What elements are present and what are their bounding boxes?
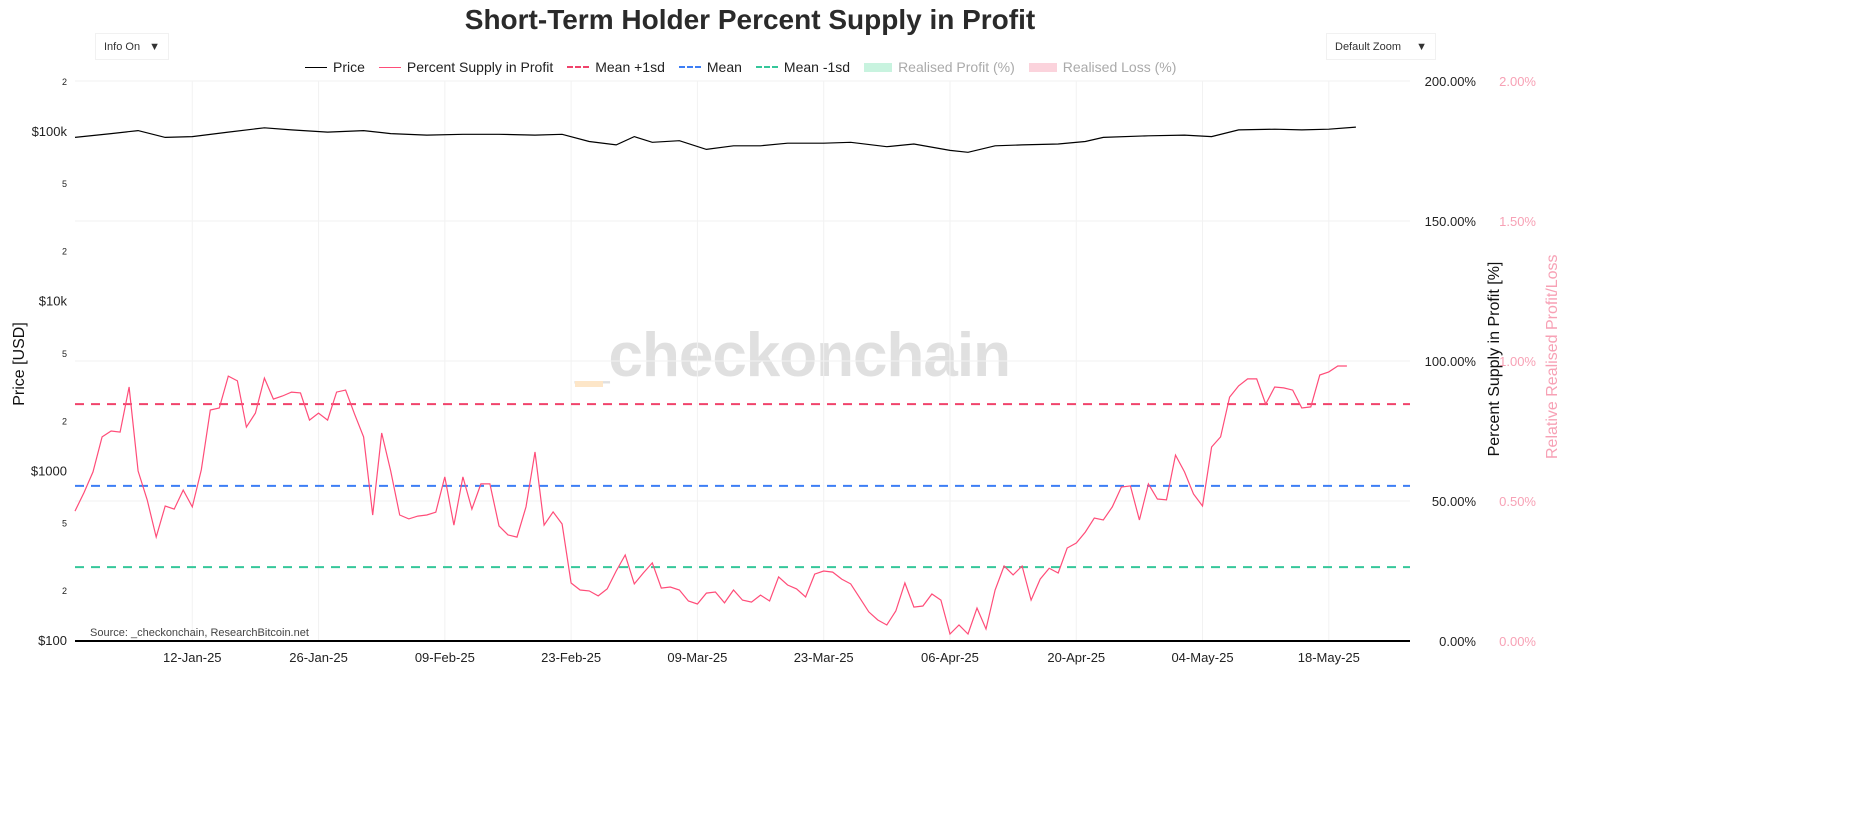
legend-label: Mean -1sd	[783, 59, 851, 75]
legend-item[interactable]: Realised Loss (%)	[1028, 59, 1177, 75]
x-tick-label: 26-Jan-25	[289, 650, 348, 665]
legend-label: Mean +1sd	[595, 59, 665, 75]
y-left-tick-label: $100	[38, 633, 67, 648]
y-right-tick-label: 0.00%	[1439, 634, 1476, 649]
legend: Price Percent Supply in Profit Mean +1sd Me…	[305, 59, 1176, 75]
legend-swatch	[864, 62, 893, 72]
y-left-tick-label: 5	[62, 179, 67, 189]
y-left-tick-label: 5	[62, 518, 67, 528]
x-tick-label: 06-Apr-25	[921, 650, 979, 665]
legend-item[interactable]: Price	[305, 59, 365, 75]
x-tick-label: 04-May-25	[1171, 650, 1233, 665]
legend-item[interactable]: Percent Supply in Profit	[378, 59, 554, 75]
x-tick-label: 23-Mar-25	[794, 650, 854, 665]
legend-item[interactable]: Mean -1sd	[755, 59, 851, 75]
y-right-tick-label: 150.00%	[1425, 214, 1477, 229]
y-right-tick-label: 200.00%	[1425, 74, 1477, 89]
zoom-dropdown[interactable]: Default Zoom ▼	[1326, 33, 1436, 60]
info-dropdown-label: Info On	[104, 40, 141, 53]
y-left-tick-label: $1000	[31, 463, 67, 478]
y-right-tick-label: 50.00%	[1432, 494, 1477, 509]
y-left-tick-label: $10k	[39, 294, 68, 309]
x-tick-label: 20-Apr-25	[1047, 650, 1105, 665]
y-left-tick-label: 2	[62, 77, 67, 87]
y-right2-tick-label: 0.50%	[1499, 494, 1536, 509]
watermark-underscore	[575, 381, 603, 387]
chevron-down-icon: ▼	[1416, 40, 1427, 53]
x-tick-label: 12-Jan-25	[163, 650, 222, 665]
y-left-tick-label: 2	[62, 247, 67, 257]
legend-swatch	[755, 66, 778, 68]
legend-swatch	[305, 66, 327, 68]
legend-swatch	[678, 66, 701, 68]
y-left-axis-title: Price [USD]	[11, 322, 28, 406]
y-left-tick-label: 5	[62, 349, 67, 359]
legend-label: Realised Profit (%)	[898, 59, 1015, 75]
series-line-percent-supply-in-profit	[74, 365, 1347, 636]
legend-item[interactable]: Mean	[678, 59, 742, 75]
watermark: _checkonchain	[575, 321, 1011, 390]
x-tick-label: 23-Feb-25	[541, 650, 601, 665]
x-tick-label: 09-Mar-25	[667, 650, 727, 665]
source-note: Source: _checkonchain, ResearchBitcoin.n…	[90, 627, 309, 639]
legend-label: Realised Loss (%)	[1062, 59, 1177, 75]
legend-item[interactable]: Realised Profit (%)	[864, 59, 1015, 75]
y-right2-tick-label: 1.50%	[1499, 214, 1536, 229]
y-right2-axis-title: Relative Realised Profit/Loss	[1544, 254, 1561, 459]
y-right2-tick-label: 2.00%	[1499, 74, 1536, 89]
legend-swatch	[1028, 62, 1057, 72]
y-left-tick-label: $100k	[32, 124, 68, 139]
y-left-tick-label: 2	[62, 416, 67, 426]
legend-label: Price	[333, 59, 365, 75]
y-left-tick-label: 2	[62, 586, 67, 596]
legend-swatch	[378, 66, 401, 68]
legend-label: Mean	[706, 59, 742, 75]
legend-item[interactable]: Mean +1sd	[567, 59, 665, 75]
legend-swatch	[567, 66, 590, 68]
y-right-tick-label: 100.00%	[1425, 354, 1477, 369]
chart-title: Short-Term Holder Percent Supply in Prof…	[464, 4, 1036, 35]
y-right2-tick-label: 1.00%	[1499, 354, 1536, 369]
zoom-dropdown-label: Default Zoom	[1335, 40, 1402, 53]
chevron-down-icon: ▼	[149, 40, 160, 53]
info-dropdown[interactable]: Info On ▼	[95, 33, 169, 60]
series-line-price	[74, 126, 1356, 153]
y-right2-tick-label: 0.00%	[1499, 634, 1536, 649]
legend-label: Percent Supply in Profit	[406, 59, 554, 75]
x-tick-label: 09-Feb-25	[415, 650, 475, 665]
x-tick-label: 18-May-25	[1298, 650, 1360, 665]
